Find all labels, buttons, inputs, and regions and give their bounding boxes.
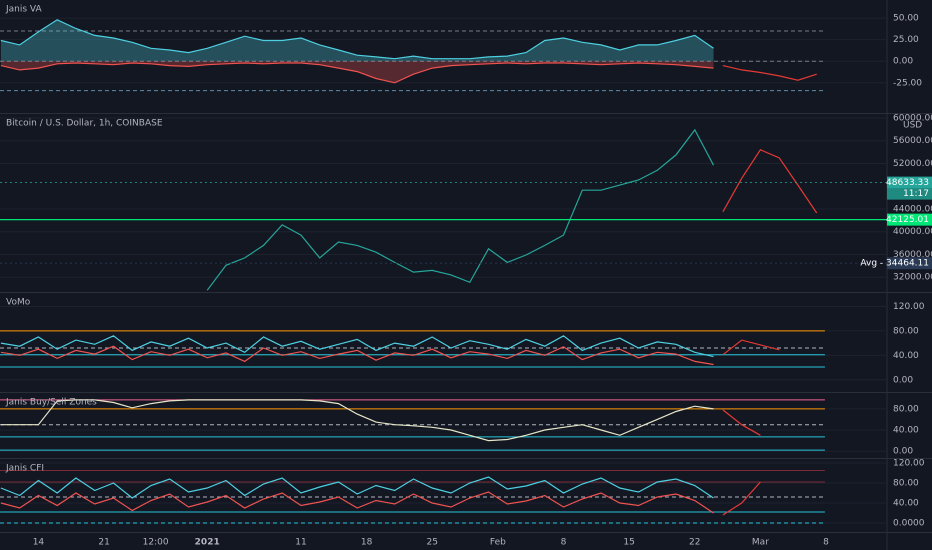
- y-tick-label: 80.00: [893, 479, 919, 489]
- price-label: Avg - 34464.11: [860, 259, 929, 269]
- price-label-box: [887, 213, 932, 226]
- price-label-box: [887, 176, 932, 189]
- series-line: [0, 19, 714, 60]
- y-tick-label: 0.00: [893, 447, 913, 457]
- y-tick-label: 0.0000: [893, 519, 925, 529]
- pane-title: Janis CFI: [5, 464, 44, 474]
- y-tick-label: 60000.00: [893, 113, 932, 123]
- x-tick-label: 8: [823, 538, 829, 548]
- x-tick-label: 25: [427, 538, 438, 548]
- pane-title: VoMo: [6, 298, 31, 308]
- y-tick-label: 0.00: [893, 375, 913, 385]
- x-tick-label: 18: [361, 538, 373, 548]
- series-line: [722, 65, 817, 81]
- price-label-box: [887, 257, 932, 270]
- series-line: [0, 476, 714, 499]
- y-tick-label: 56000.00: [893, 136, 932, 146]
- x-tick-label: 12:00: [143, 538, 169, 548]
- series-line: [0, 491, 714, 514]
- area-fill: [0, 61, 714, 83]
- x-tick-label: 8: [561, 538, 567, 548]
- y-tick-label: 44000.00: [893, 204, 932, 214]
- series-line: [0, 399, 714, 442]
- y-tick-label: 36000.00: [893, 250, 932, 260]
- area-fill: [0, 19, 714, 62]
- countdown-box: [887, 188, 932, 200]
- y-tick-label: 40.00: [893, 499, 919, 509]
- series-line: [0, 62, 714, 84]
- series-line: [0, 335, 714, 358]
- unit-label: USD: [903, 121, 922, 131]
- pane-title: Janis VA: [5, 5, 43, 15]
- y-tick-label: -25.00: [893, 78, 922, 88]
- y-tick-label: 50.00: [893, 14, 919, 24]
- y-tick-label: 120.00: [893, 302, 925, 312]
- x-tick-label: 11: [295, 538, 306, 548]
- price-label: 42125.01: [886, 215, 929, 225]
- y-tick-label: 40000.00: [893, 227, 932, 237]
- y-tick-label: 40.00: [893, 425, 919, 435]
- y-tick-label: 25.00: [893, 35, 919, 45]
- y-tick-label: 120.00: [893, 459, 925, 469]
- x-tick-label: 14: [33, 538, 45, 548]
- series-line: [0, 345, 714, 366]
- series-line: [206, 128, 715, 291]
- pane-title: Janis Buy/Sell Zones: [5, 398, 97, 408]
- y-tick-label: 32000.00: [893, 273, 932, 283]
- x-tick-label: 2021: [195, 538, 220, 548]
- pane-title: Bitcoin / U.S. Dollar, 1h, COINBASE: [6, 119, 163, 129]
- y-tick-label: 80.00: [893, 404, 919, 414]
- y-tick-label: 52000.00: [893, 159, 932, 169]
- x-tick-label: 15: [623, 538, 634, 548]
- series-line: [722, 339, 780, 356]
- series-line: [722, 409, 761, 436]
- y-tick-label: 80.00: [893, 326, 919, 336]
- x-tick-label: Mar: [752, 538, 769, 548]
- series-line: [722, 149, 818, 214]
- price-label: 48633.33: [886, 178, 929, 188]
- y-tick-label: 40.00: [893, 351, 919, 361]
- x-tick-label: Feb: [490, 538, 506, 548]
- series-line: [722, 481, 761, 516]
- x-tick-label: 22: [689, 538, 700, 548]
- y-tick-label: 0.00: [893, 57, 913, 67]
- countdown: 11:17: [903, 189, 929, 199]
- x-tick-label: 21: [98, 538, 109, 548]
